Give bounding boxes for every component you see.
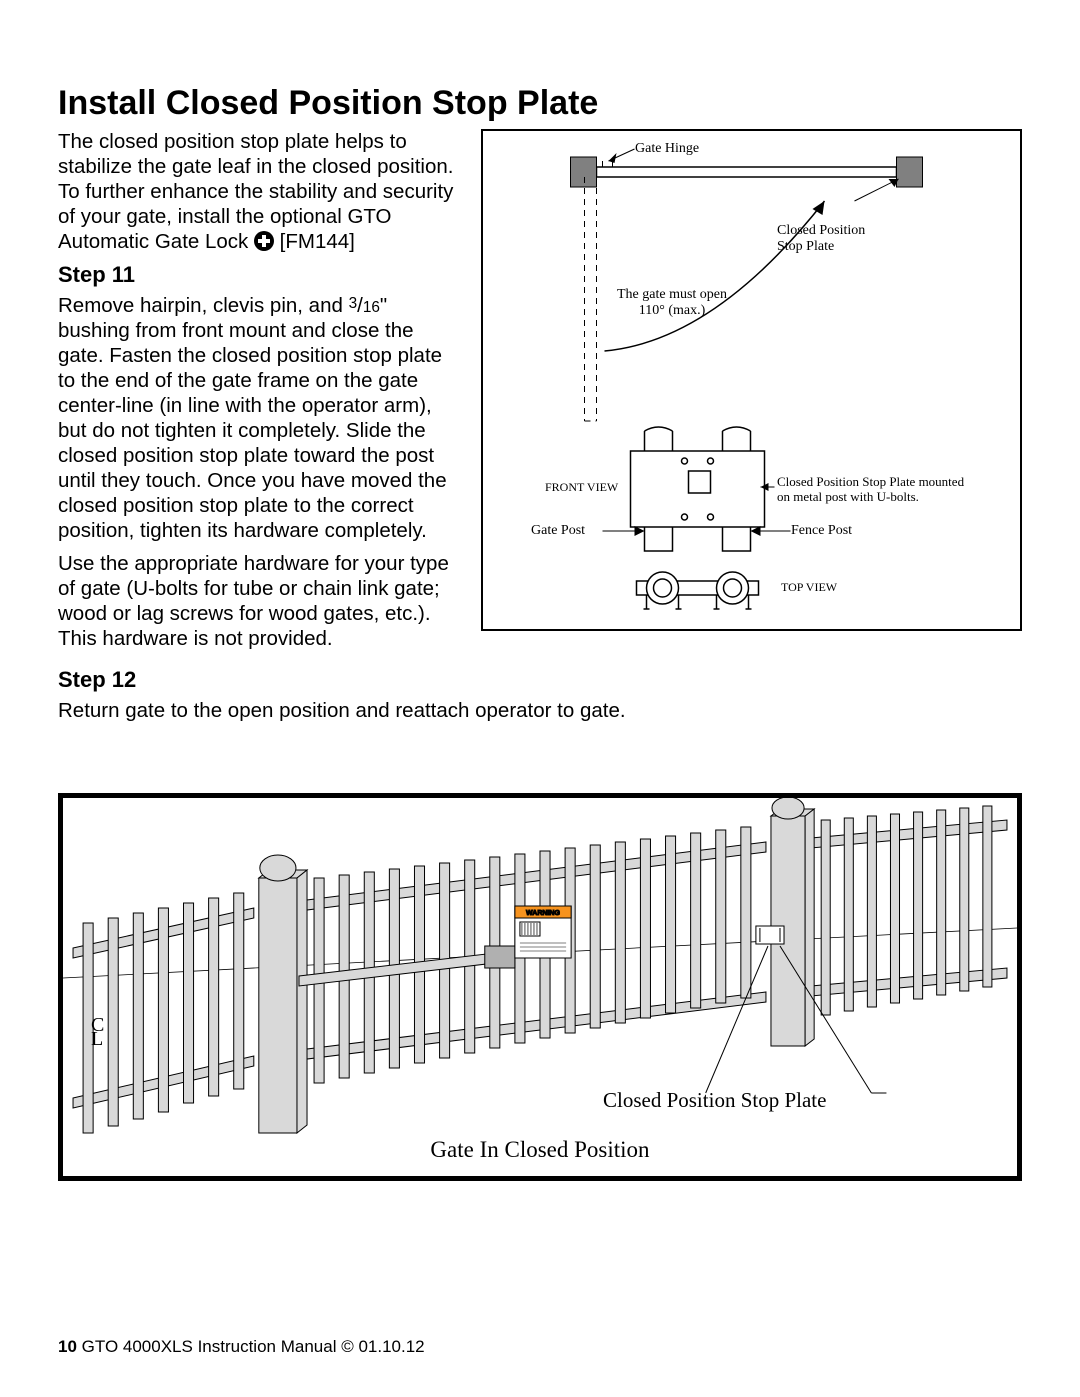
top-row: The closed position stop plate helps to …: [58, 129, 1022, 659]
step-11-paragraph-2: Use the appropriate hardware for your ty…: [58, 551, 463, 651]
diagram-top: Gate Hinge Closed Position Stop Plate Th…: [481, 129, 1022, 631]
text-column: The closed position stop plate helps to …: [58, 129, 463, 659]
label-gate-hinge: Gate Hinge: [635, 141, 699, 157]
step-11-paragraph-1: Remove hairpin, clevis pin, and 3/16" bu…: [58, 293, 463, 543]
fraction-numerator: 3: [349, 295, 358, 312]
label-gate-post: Gate Post: [531, 523, 585, 539]
step-11-heading: Step 11: [58, 262, 463, 289]
diagram-bottom-svg: WARNING: [63, 798, 1017, 1176]
label-mounted: Closed Position Stop Plate mounted on me…: [777, 475, 964, 505]
intro-suffix: [FM144]: [274, 230, 355, 253]
diagram-top-svg: [483, 131, 1020, 629]
diagram-bottom: WARNING C L Closed Position Stop Pla: [58, 793, 1022, 1181]
intro-paragraph: The closed position stop plate helps to …: [58, 129, 463, 254]
step-11-p1b: " bushing from front mount and close the…: [58, 294, 447, 542]
full-width-text: Step 12 Return gate to the open position…: [58, 667, 1022, 723]
diagram-caption: Gate In Closed Position: [63, 1137, 1017, 1163]
page-footer: 10 GTO 4000XLS Instruction Manual © 01.1…: [58, 1337, 425, 1357]
label-front-view: FRONT VIEW: [545, 481, 618, 495]
step-12-paragraph: Return gate to the open position and rea…: [58, 698, 1022, 723]
step-11-p1a: Remove hairpin, clevis pin, and: [58, 294, 349, 317]
plus-icon: [254, 231, 274, 251]
page-title: Install Closed Position Stop Plate: [58, 84, 1022, 123]
svg-text:WARNING: WARNING: [526, 910, 560, 917]
label-top-view: TOP VIEW: [781, 581, 837, 595]
label-closed-position: Closed Position Stop Plate: [777, 223, 865, 255]
page-number: 10: [58, 1337, 77, 1356]
centerline-symbol: C L: [91, 1018, 104, 1046]
label-fence-post: Fence Post: [791, 523, 852, 539]
fraction-denominator: 16: [363, 299, 380, 316]
label-gate-open: The gate must open 110° (max.): [617, 287, 727, 319]
footer-text: GTO 4000XLS Instruction Manual © 01.10.1…: [77, 1337, 425, 1356]
label-stop-plate: Closed Position Stop Plate: [603, 1088, 826, 1112]
step-12-heading: Step 12: [58, 667, 1022, 694]
